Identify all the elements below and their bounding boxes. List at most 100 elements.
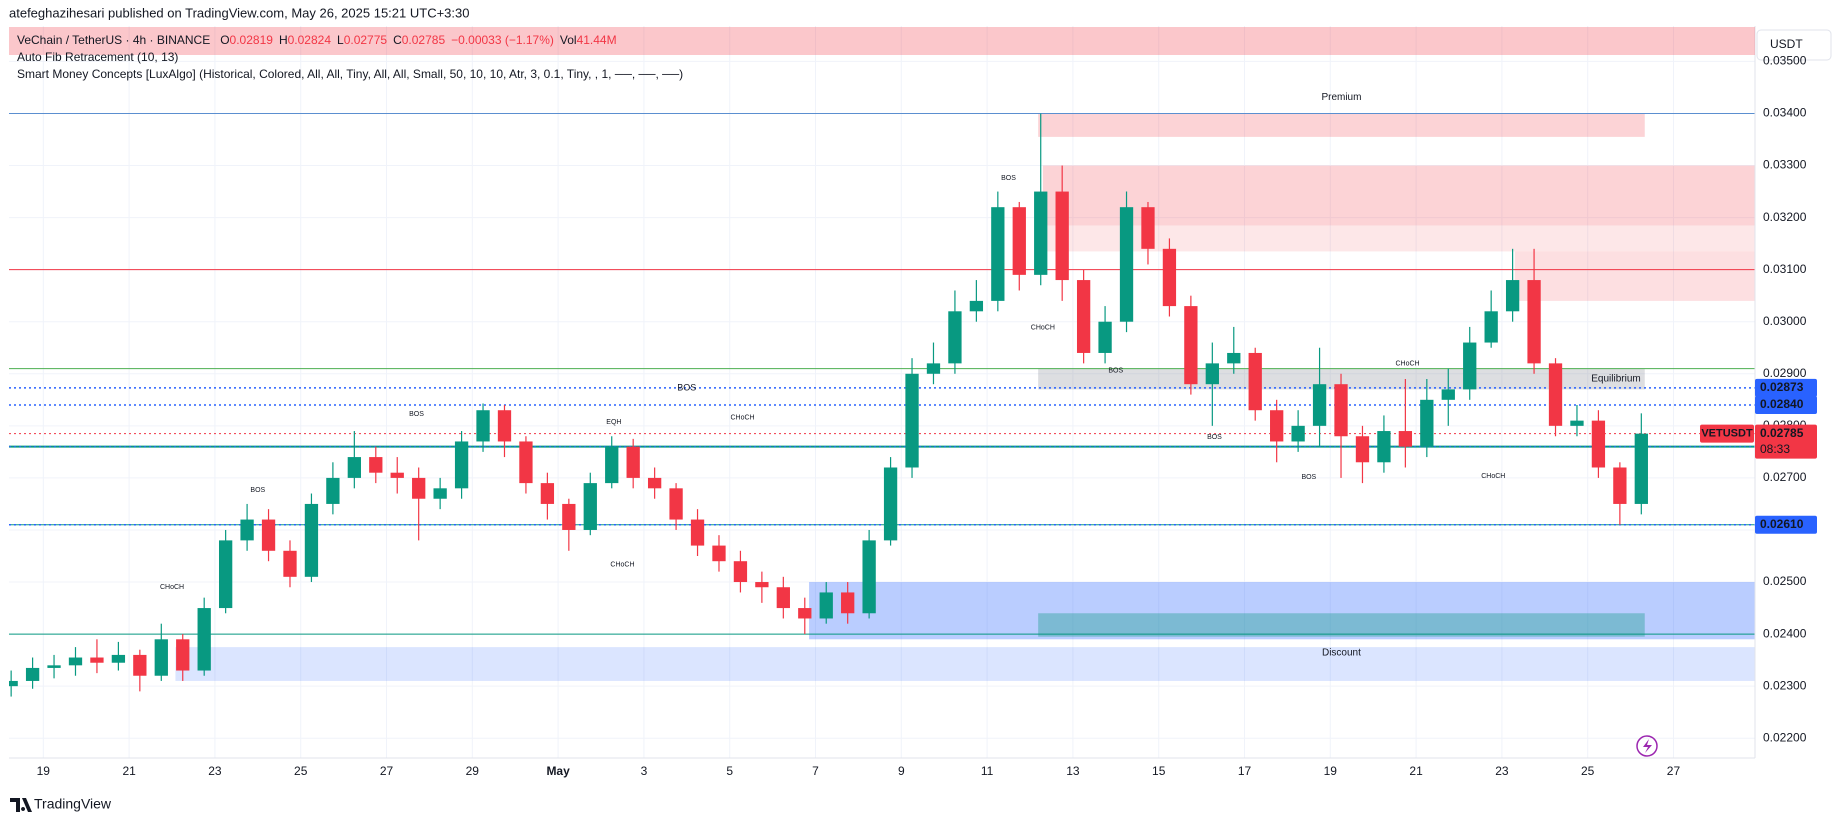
structure-label: CHoCH [160,584,184,591]
legend-key: O [220,33,229,47]
candle-body [1398,431,1413,447]
candle-body [1119,207,1134,322]
y-tick-label: 0.03400 [1763,106,1807,120]
candle-body [540,483,555,504]
zone [1038,613,1645,637]
x-tick-label: 27 [380,764,394,778]
candle-body [133,654,147,676]
candle-body [1076,280,1091,353]
candle-body [883,467,898,541]
legend-key: H [279,33,288,47]
structure-label: BOS [1301,474,1316,481]
unit-box[interactable] [1756,29,1832,61]
x-tick-label: 29 [466,764,480,778]
x-tick-label: 5 [726,764,733,778]
zone [809,582,1755,640]
candle-body [454,441,469,489]
y-tick-label: 0.03300 [1763,158,1807,172]
x-tick-label: 17 [1238,764,1252,778]
candle-body [1205,363,1219,385]
candle-body [733,561,748,583]
candle-body [476,410,490,442]
candle-body [819,592,833,619]
indicator-fib: Auto Fib Retracement (10, 13) [17,50,178,64]
candle-body [1055,191,1069,281]
countdown-label: 08:33 [1760,442,1790,456]
candle-body [926,363,941,374]
candle-body [1463,342,1477,390]
structure-label: CHoCH [1395,361,1419,368]
candle-body [1527,280,1541,364]
x-tick-label: 25 [294,764,308,778]
price-tag-label: 0.02873 [1760,380,1804,394]
alert-icon[interactable] [1636,735,1658,757]
candle-body [1248,352,1262,411]
y-tick-label: 0.02700 [1763,470,1807,484]
candle-body [90,657,104,663]
candle-body [948,311,962,364]
legend-value: 0.02775 [344,33,388,47]
y-tick-label: 0.03000 [1763,314,1807,328]
x-tick-label: 9 [898,764,905,778]
candle-body [519,441,533,484]
y-tick-label: 0.03200 [1763,210,1807,224]
candle-body [626,446,640,478]
candle-body [1184,306,1198,385]
x-tick-label: 19 [1324,764,1338,778]
x-tick-label: 27 [1667,764,1681,778]
candle-body [1355,436,1370,463]
structure-label: BOS [409,411,424,418]
candle-body [798,608,812,619]
y-tick-label: 0.02300 [1763,678,1807,692]
legend-value: 0.02819 [230,33,274,47]
candle-body [347,457,361,478]
candle-body [755,582,769,588]
candle-body [1227,352,1241,364]
candle-body [862,540,876,614]
candle-body [905,373,919,468]
candle-body [1377,431,1391,463]
structure-label: BOS [1108,367,1123,374]
candle-body [776,587,790,609]
zone [1042,225,1755,252]
candle-body [1441,389,1455,400]
candle-body [1098,321,1112,353]
candle-body [111,654,126,663]
plot-area: CHoCH BOS BOS BOS EQH CHoCH CHoCH BOS CHoCH BOS BO… [9,26,1755,758]
zone-label: Equilibrium [1591,374,1640,385]
legend-change: −0.00033 (−1.17%) [451,33,554,47]
legend-bar [9,27,1755,55]
x-tick-label: 23 [1495,764,1509,778]
x-tick-label: 15 [1152,764,1166,778]
structure-label: BOS [1207,434,1222,441]
candle-body [326,477,340,504]
price-tag [1755,378,1817,397]
publish-header: atefeghazihesari published on TradingVie… [9,5,469,20]
structure-label: CHoCH [1481,473,1505,480]
candle-body [1591,420,1606,468]
x-tick-label: 21 [122,764,136,778]
structure-label: CHoCH [1031,324,1055,331]
candle-body [1291,425,1305,442]
candle-body [690,519,705,546]
zone [1514,251,1755,301]
candle-body [412,477,426,499]
x-tick-label: 23 [208,764,222,778]
candle-body [433,488,447,499]
candle-body [669,488,683,520]
legend-key: C [393,33,402,47]
candle-body [1141,207,1155,249]
candle-body [647,477,662,489]
candle-body [261,519,276,551]
legend-value: 0.02824 [288,33,332,47]
candle-body [197,608,211,671]
legend-key: L [337,33,344,47]
candle-body [390,472,404,478]
candle-body [1034,191,1048,275]
x-tick-label: 21 [1409,764,1423,778]
y-tick-label: 0.03500 [1763,54,1807,68]
y-tick-label: 0.03100 [1763,262,1807,276]
candle-body [240,519,254,541]
candle-body [1312,384,1327,426]
candle-body [9,680,18,687]
